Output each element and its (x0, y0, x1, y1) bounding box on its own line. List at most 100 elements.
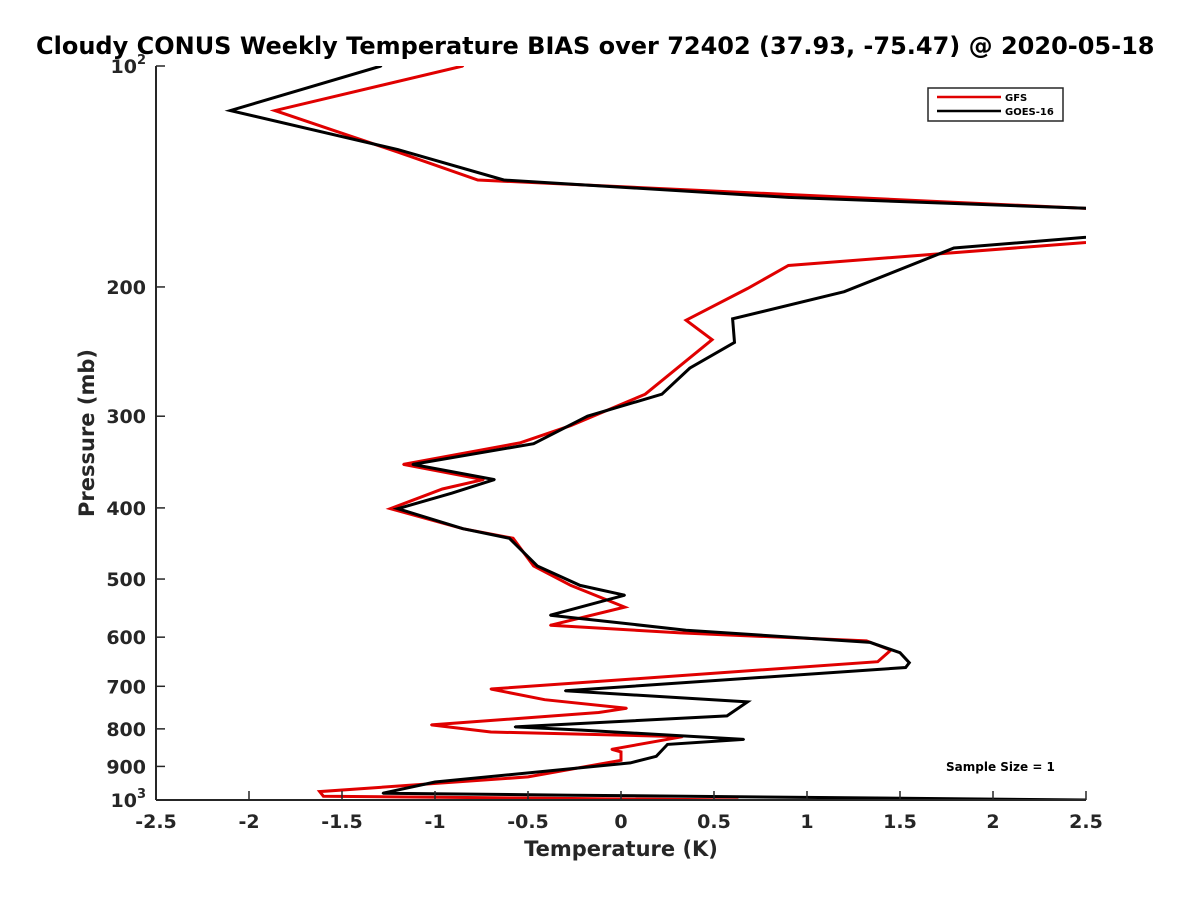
data-point-gfs-18 (511, 537, 515, 540)
legend: GFS GOES-16 (927, 87, 1064, 122)
data-point-gfs-34 (610, 748, 613, 751)
data-point-gfs-9 (710, 338, 714, 341)
legend-label-gfs: GFS (1005, 93, 1027, 104)
data-point-goes-16-16 (493, 478, 496, 481)
data-point-goes-16-40 (381, 792, 385, 795)
data-point-goes-16-31 (746, 700, 749, 704)
y-tick-label: 200 (106, 277, 146, 299)
data-point-gfs-22 (549, 624, 552, 627)
x-tick-label: -2 (238, 811, 259, 833)
data-point-gfs-16 (389, 507, 392, 510)
data-point-gfs-36 (619, 759, 623, 762)
x-tick-label: 1.5 (883, 811, 917, 833)
legend-box (927, 87, 1064, 122)
data-point-gfs-8 (684, 319, 688, 322)
legend-label-goes-16: GOES-16 (1005, 107, 1054, 118)
data-point-goes-16-2 (396, 148, 399, 151)
x-tick-label: 2 (986, 811, 999, 833)
data-point-gfs-37 (526, 775, 530, 779)
y-tick-label: 300 (106, 406, 146, 428)
data-point-gfs-32 (489, 730, 492, 734)
data-point-gfs-0 (461, 66, 465, 68)
data-point-gfs-38 (318, 790, 321, 793)
data-point-goes-16-13 (586, 415, 589, 418)
y-tick-label: 800 (106, 719, 146, 741)
x-tick-label: -2.5 (135, 811, 177, 833)
y-axis-ticks: 102 200 300 400 500 600 700 800 900 103 (106, 53, 165, 812)
data-point-goes-16-18 (396, 507, 399, 510)
data-point-goes-16-37 (655, 755, 658, 758)
data-point-goes-16-38 (629, 761, 632, 765)
data-point-goes-16-19 (461, 527, 465, 530)
data-point-goes-16-36 (666, 743, 669, 746)
data-point-gfs-10 (644, 393, 647, 396)
x-tick-label: -1.5 (321, 811, 363, 833)
x-tick-label: -0.5 (507, 811, 549, 833)
x-axis-ticks: -2.5 -2 -1.5 -1 -0.5 0 0.5 1 1.5 2 2.5 (135, 791, 1103, 833)
data-point-gfs-23 (679, 631, 682, 635)
data-point-gfs-29 (625, 707, 628, 710)
data-point-goes-16-12 (660, 393, 664, 396)
data-point-goes-16-0 (379, 66, 383, 68)
data-point-goes-16-27 (898, 651, 902, 654)
data-point-gfs-30 (597, 711, 600, 714)
data-point-goes-16-21 (536, 564, 539, 568)
data-point-gfs-2 (396, 150, 399, 154)
data-point-gfs-1 (273, 109, 277, 112)
y-tick-label: 400 (106, 498, 146, 520)
data-point-goes-16-26 (869, 641, 872, 644)
x-axis-label: Temperature (K) (524, 837, 718, 861)
data-point-gfs-27 (489, 687, 492, 691)
data-point-goes-16-33 (513, 725, 517, 729)
data-point-gfs-19 (532, 564, 535, 568)
y-tick-label: 700 (106, 676, 146, 698)
sample-size-annotation: Sample Size = 1 (946, 760, 1055, 774)
data-point-goes-16-41 (571, 794, 574, 797)
data-point-goes-16-35 (742, 738, 745, 741)
data-point-goes-16-3 (502, 178, 505, 182)
data-point-goes-16-4 (787, 196, 790, 199)
data-point-gfs-28 (543, 698, 546, 701)
data-point-gfs-39 (322, 795, 325, 798)
x-tick-label: 0 (614, 811, 627, 833)
data-point-goes-16-34 (580, 728, 584, 732)
data-point-gfs-26 (876, 660, 879, 663)
chart-title: Cloudy CONUS Weekly Temperature BIAS ove… (36, 32, 1154, 60)
y-axis-label: Pressure (mb) (75, 349, 99, 517)
data-point-gfs-20 (569, 584, 572, 587)
y-tick-label: 103 (111, 787, 147, 812)
data-point-goes-16-17 (450, 492, 453, 495)
data-point-goes-16-24 (549, 614, 552, 617)
data-point-goes-16-11 (688, 366, 691, 370)
data-point-goes-16-14 (532, 442, 535, 445)
data-point-gfs-31 (430, 723, 433, 727)
data-point-goes-16-8 (843, 290, 846, 293)
data-point-gfs-7 (746, 287, 749, 290)
data-point-gfs-21 (623, 605, 626, 609)
data-point-goes-16-15 (411, 463, 414, 466)
x-tick-label: 2.5 (1069, 811, 1103, 833)
data-point-gfs-12 (519, 441, 522, 444)
data-point-gfs-13 (402, 463, 405, 466)
data-point-goes-16-23 (623, 594, 626, 597)
data-point-goes-16-9 (731, 317, 734, 320)
y-tick-label: 900 (106, 756, 146, 778)
data-point-goes-16-20 (508, 537, 511, 540)
y-tick-label: 102 (111, 53, 147, 78)
data-point-goes-16-30 (564, 689, 567, 692)
x-tick-label: -1 (424, 811, 445, 833)
y-tick-label: 500 (106, 569, 146, 591)
data-point-goes-16-32 (725, 714, 729, 718)
x-tick-label: 1 (800, 811, 813, 833)
data-point-gfs-3 (476, 178, 479, 182)
data-point-goes-16-29 (904, 666, 907, 669)
data-point-gfs-35 (619, 750, 623, 754)
data-point-gfs-15 (441, 487, 444, 491)
data-point-goes-16-25 (684, 629, 688, 632)
data-point-goes-16-22 (578, 584, 582, 587)
data-point-gfs-6 (787, 264, 790, 267)
data-point-goes-16-7 (952, 246, 956, 250)
data-point-goes-16-10 (733, 341, 736, 344)
y-tick-label: 600 (106, 627, 146, 649)
